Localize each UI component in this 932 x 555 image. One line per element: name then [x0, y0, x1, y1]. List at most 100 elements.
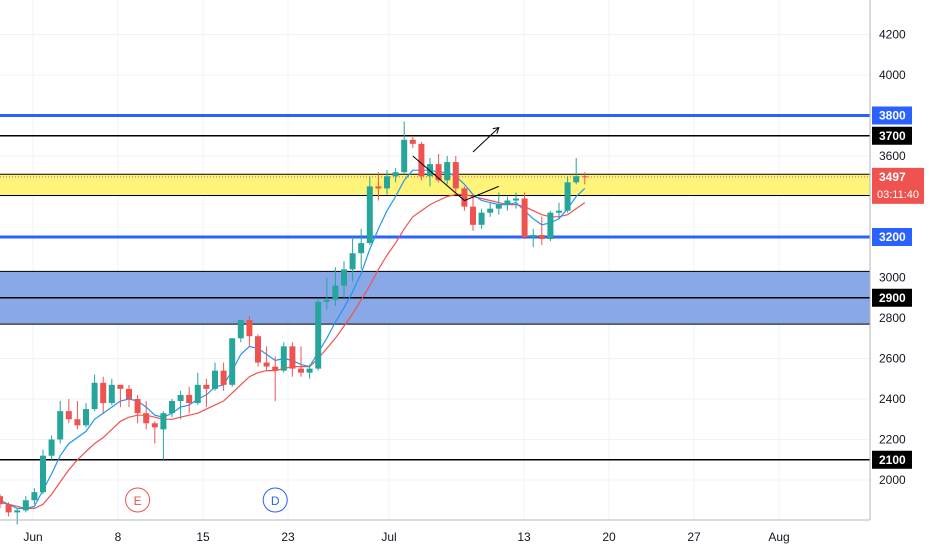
price-tick-label: 2800: [879, 311, 906, 325]
level-badge: [872, 288, 912, 307]
candle-body: [341, 269, 347, 286]
candle-body: [470, 206, 476, 225]
candle-body: [478, 212, 485, 225]
candle-body: [194, 384, 201, 404]
candle-body: [48, 439, 55, 456]
event-marker-icon: [125, 487, 151, 513]
candle-body: [298, 368, 304, 373]
candle-body: [323, 299, 330, 302]
zone-band: [0, 174, 870, 196]
candle-body: [306, 368, 313, 373]
candle-body: [100, 382, 107, 404]
candle-body: [83, 409, 89, 426]
time-axis: Jun 8 15 23 Jul 13 20 27 Aug: [0, 519, 870, 544]
time-tick-label: Jul: [381, 530, 396, 544]
candle-body: [289, 346, 296, 369]
level-badge-label: 3800: [879, 109, 906, 123]
candle-body: [358, 243, 365, 254]
candle-body: [186, 394, 193, 404]
candle-body: [40, 455, 46, 493]
time-tick-label: 13: [517, 530, 531, 544]
grid: [0, 0, 870, 520]
candle-body: [203, 384, 210, 389]
candle-body: [573, 176, 580, 183]
levels: [0, 114, 870, 461]
candle-body: [556, 210, 562, 213]
level-badge: [872, 228, 912, 246]
event-marker-letter: D: [271, 494, 280, 508]
last-price-badge: [872, 167, 924, 204]
candle-body: [427, 164, 433, 177]
candle-body: [91, 382, 98, 410]
candle-body: [401, 139, 408, 173]
candle-body: [229, 338, 236, 385]
candle-body: [538, 234, 545, 240]
candle-body: [65, 411, 72, 420]
candles: [0, 121, 588, 525]
candle-body: [14, 510, 21, 513]
candle-body: [5, 504, 12, 513]
price-tick-label: 4200: [879, 28, 906, 42]
level-badge-label: 2100: [879, 453, 906, 467]
candle-body: [547, 212, 554, 240]
candle-body: [521, 198, 528, 237]
candle-body: [461, 188, 468, 207]
candle-body: [160, 413, 167, 430]
level-badge: [872, 106, 912, 125]
price-tick-label: 2400: [879, 392, 906, 406]
candle-body: [435, 164, 442, 181]
candle-body: [495, 204, 502, 209]
trend-arrow-up: [472, 127, 500, 153]
candle-body: [143, 413, 150, 424]
candle-body: [177, 394, 184, 402]
candle-body: [22, 500, 29, 511]
candle-body: [272, 366, 279, 371]
level-badge-label: 3700: [879, 129, 906, 143]
trend-drawings: [412, 127, 500, 202]
candle-body: [349, 253, 356, 270]
price-axis: 2000220024002600280030003200340036004000…: [869, 0, 924, 520]
candle-body: [263, 362, 270, 367]
candle-body: [452, 162, 459, 189]
price-tick-label: 2600: [879, 352, 906, 366]
candle-body: [315, 301, 322, 369]
countdown-label: 03:11:40: [877, 189, 919, 201]
candle-body: [564, 182, 571, 211]
time-tick-label: 27: [687, 530, 701, 544]
time-tick-label: Jun: [23, 530, 42, 544]
event-marker-icon: [262, 487, 288, 513]
candle-body: [134, 399, 141, 414]
last-price-label: 3497: [879, 170, 906, 184]
level-badge-label: 2900: [879, 291, 906, 305]
candle-body: [530, 234, 537, 237]
trend-line-down: [412, 155, 499, 202]
candle-body: [31, 492, 38, 501]
candle-body: [151, 423, 158, 428]
candle-body: [513, 198, 519, 201]
candle-body: [332, 285, 339, 300]
time-tick-label: 20: [602, 530, 616, 544]
price-tick-label: 2000: [879, 473, 906, 487]
candle-body: [487, 208, 494, 213]
price-tick-label: 3000: [879, 271, 906, 285]
candle-body: [108, 384, 115, 404]
price-tick-label: 2200: [879, 433, 906, 447]
level-badge: [872, 450, 912, 469]
time-tick-label: 15: [196, 530, 210, 544]
candle-body: [384, 176, 390, 189]
time-tick-label: Aug: [768, 530, 789, 544]
candle-body: [237, 320, 244, 339]
candle-body: [280, 346, 287, 371]
candle-body: [169, 401, 175, 414]
candle-body: [366, 186, 373, 244]
candle-body: [444, 162, 451, 181]
candle-body: [220, 370, 227, 385]
ma-fast-line: [0, 169, 586, 509]
candle-body: [392, 172, 399, 177]
candle-body: [0, 496, 3, 505]
level-badge-label: 3200: [879, 230, 906, 244]
event-marker-letter: E: [134, 494, 142, 508]
